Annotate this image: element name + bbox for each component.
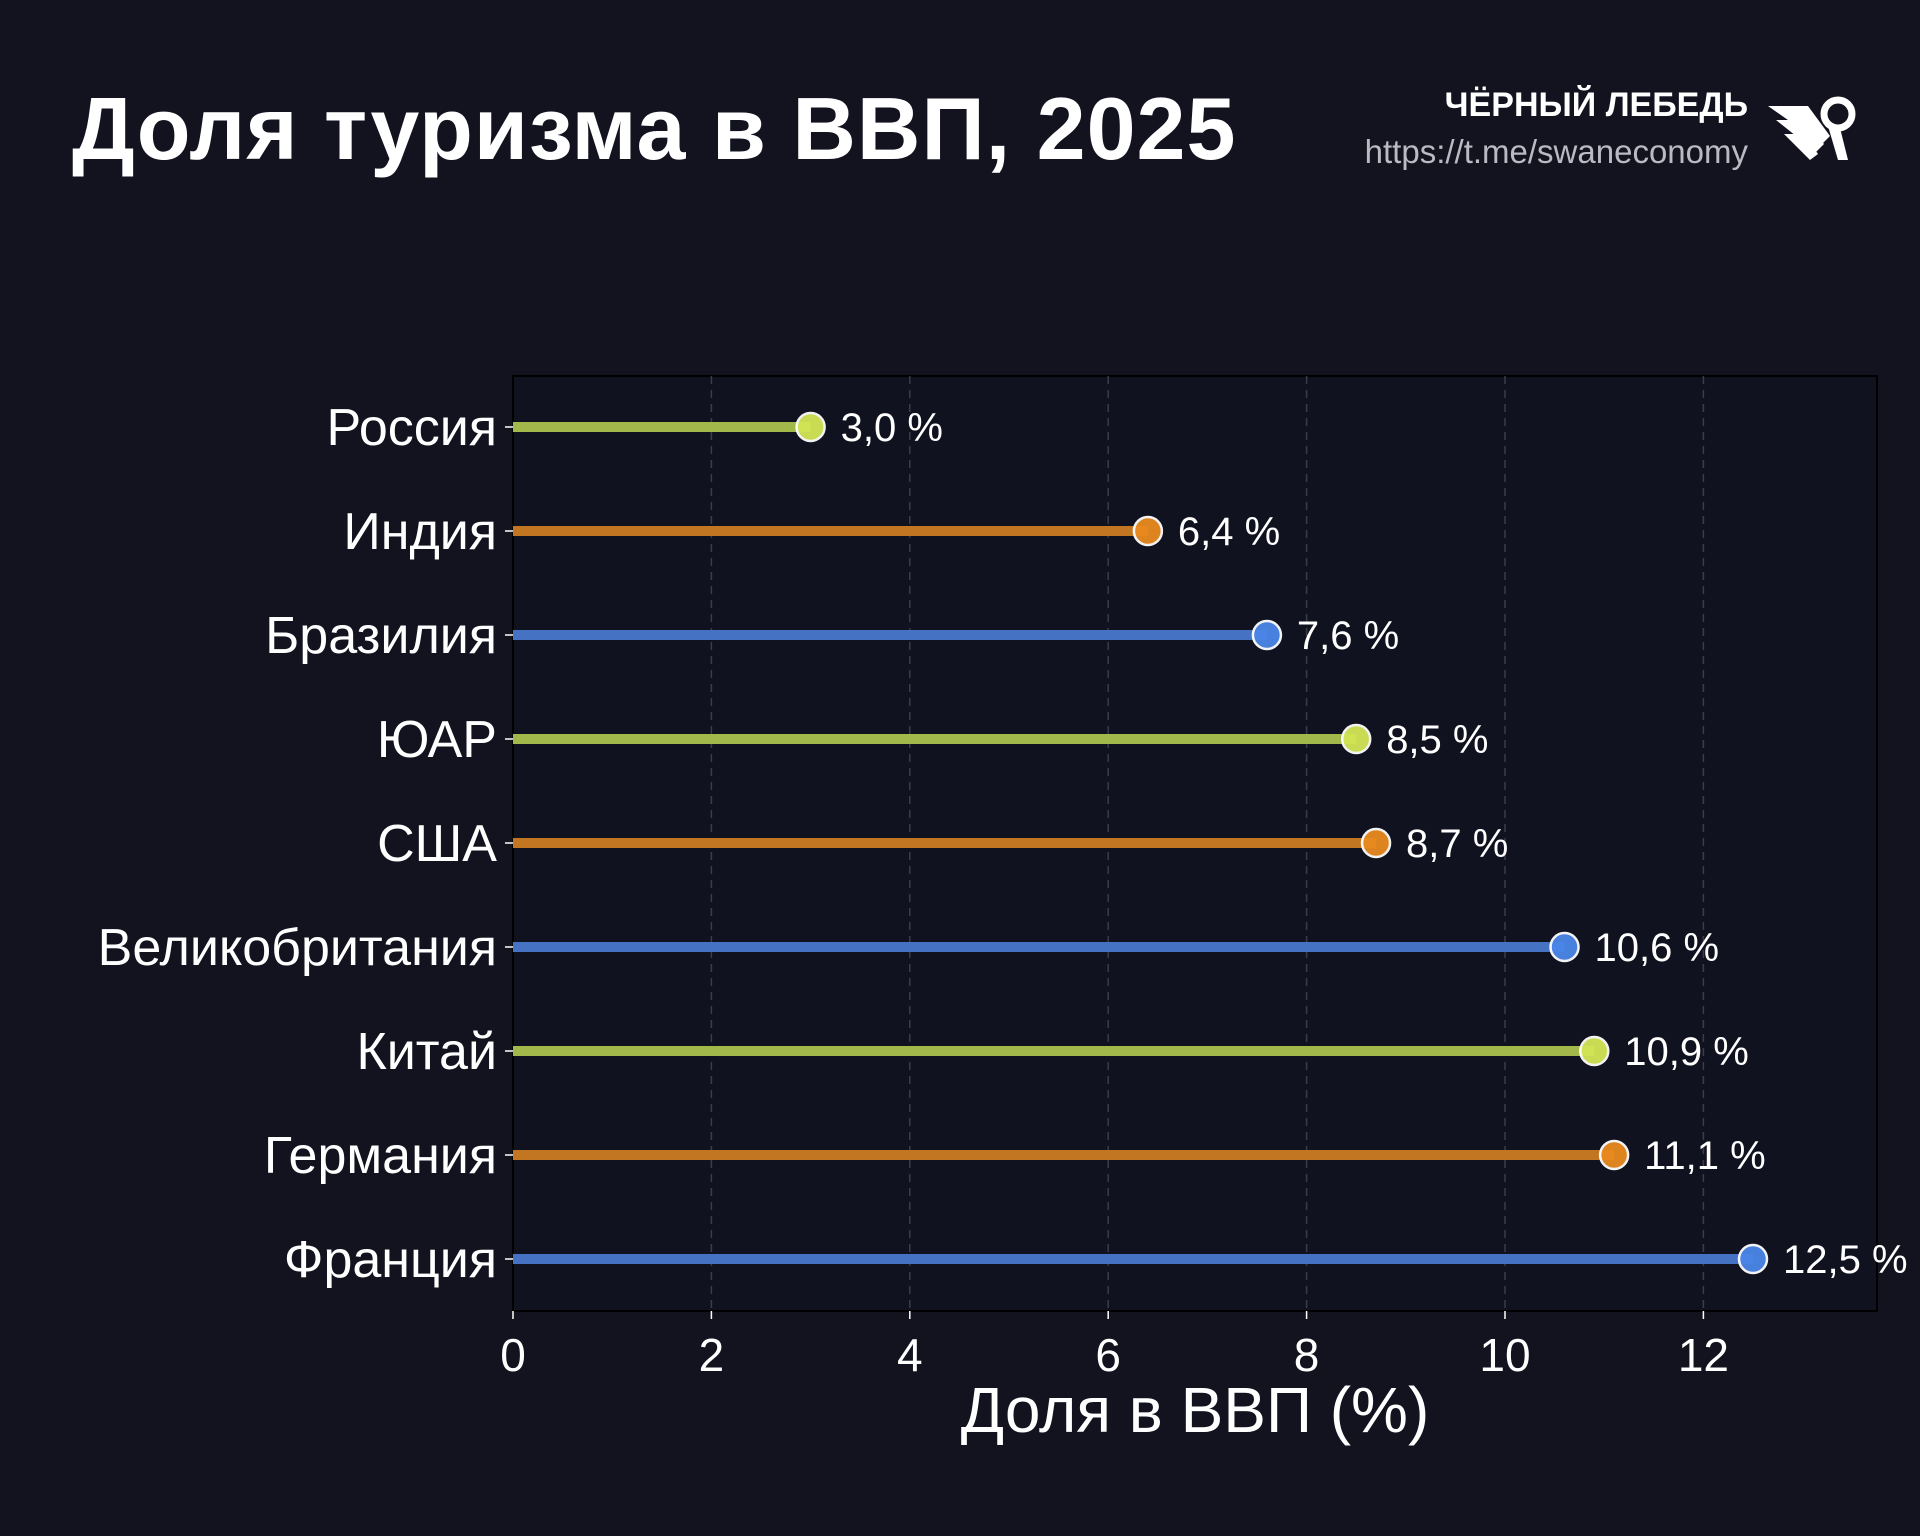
x-tick-label: 12: [1678, 1329, 1729, 1381]
lollipop-marker: [1598, 1139, 1630, 1171]
lollipop-marker: [1579, 1035, 1610, 1067]
y-tick-label: Германия: [264, 1127, 497, 1185]
y-tick-label: Россия: [326, 399, 497, 457]
value-label: 8,5 %: [1386, 718, 1488, 762]
x-tick-label: 4: [897, 1329, 923, 1381]
value-label: 7,6 %: [1297, 614, 1399, 658]
y-tick-label: Великобритания: [98, 919, 497, 977]
x-tick-label: 6: [1095, 1329, 1121, 1381]
x-tick-label: 0: [500, 1329, 526, 1381]
value-label: 11,1 %: [1644, 1134, 1766, 1178]
y-tick-label: Бразилия: [265, 607, 497, 665]
lollipop-marker: [1251, 619, 1283, 651]
value-label: 8,7 %: [1406, 822, 1508, 866]
y-tick-label: Индия: [343, 503, 497, 561]
value-label: 6,4 %: [1178, 510, 1280, 554]
value-label: 3,0 %: [841, 406, 943, 450]
lollipop-marker: [1360, 827, 1392, 859]
brand-url-link[interactable]: https://t.me/swaneconomy: [1364, 133, 1748, 170]
lollipop-marker: [795, 411, 826, 443]
chart-title: Доля туризма в ВВП, 2025: [72, 79, 1237, 178]
y-tick-label: ЮАР: [377, 711, 497, 769]
x-tick-label: 10: [1479, 1329, 1530, 1381]
x-tick-label: 2: [699, 1329, 725, 1381]
x-tick-label: 8: [1294, 1329, 1320, 1381]
y-tick-label: Франция: [284, 1231, 497, 1289]
lollipop-marker: [1132, 515, 1164, 547]
brand-block: ЧЁРНЫЙ ЛЕБЕДЬ https://t.me/swaneconomy: [1365, 86, 1748, 171]
value-label: 10,6 %: [1595, 926, 1720, 970]
value-label: 12,5 %: [1783, 1238, 1908, 1282]
y-tick-label: США: [377, 815, 497, 873]
value-label: 10,9 %: [1624, 1030, 1749, 1074]
lollipop-marker: [1737, 1243, 1769, 1275]
lollipop-marker: [1340, 723, 1372, 755]
lollipop-marker: [1549, 931, 1580, 963]
swan-logo-icon: [1768, 96, 1856, 160]
brand-name: ЧЁРНЫЙ ЛЕБЕДЬ: [1444, 86, 1748, 124]
x-axis-label: Доля в ВВП (%): [961, 1374, 1430, 1446]
y-tick-label: Китай: [356, 1023, 497, 1081]
